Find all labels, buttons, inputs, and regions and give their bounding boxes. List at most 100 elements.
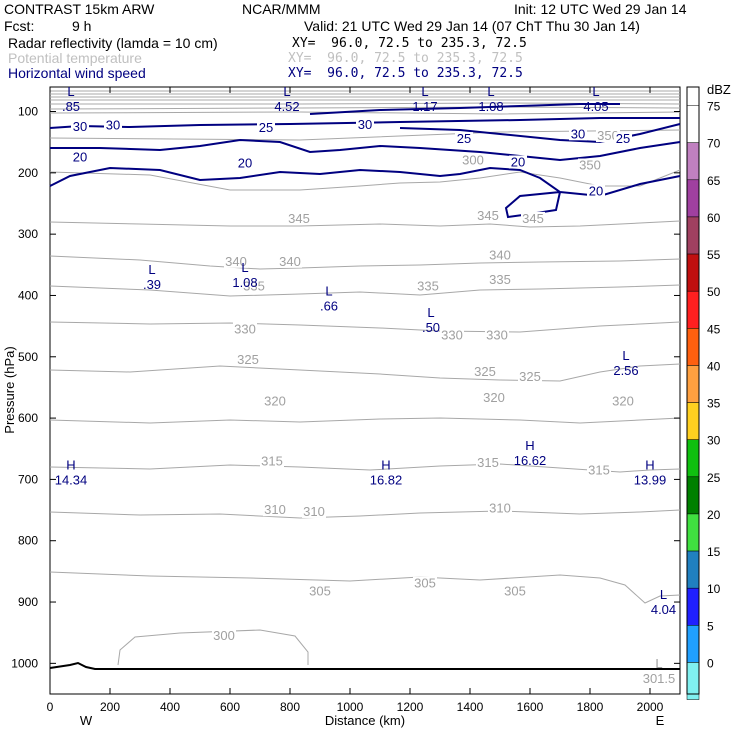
theta-contour-305 — [49, 571, 681, 604]
colorbar-swatch — [686, 290, 700, 329]
extremum-marker: H — [66, 458, 75, 473]
west-end-label: W — [80, 713, 93, 728]
wind-contour-25 — [50, 138, 681, 162]
wind-label-bg — [356, 118, 374, 132]
wind-label: 25 — [259, 120, 273, 135]
extremum-value: 2.56 — [613, 363, 638, 378]
theta-label-bg — [578, 158, 602, 172]
theta-label: 305 — [309, 584, 331, 599]
theta-label: 335 — [417, 278, 439, 293]
extremum-value: .66 — [320, 298, 338, 313]
wind-label-bg — [614, 132, 632, 146]
wind-label-bg — [455, 132, 473, 146]
theta-label: 350 — [597, 128, 619, 143]
theta-label-bg — [278, 254, 302, 268]
y-tick-label: 200 — [18, 166, 38, 180]
colorbar-level-label: 45 — [707, 322, 721, 336]
x-tick-label: 1600 — [517, 700, 544, 714]
theta-label: 340 — [489, 248, 511, 263]
theta-label-bg — [413, 576, 437, 590]
theta-label: 320 — [483, 390, 505, 405]
theta-label-bg — [476, 455, 500, 469]
extremum-marker: L — [592, 84, 599, 99]
x-tick-label: 1800 — [577, 700, 604, 714]
extremum-marker: L — [421, 84, 428, 99]
field-name-theta: Potential temperature — [8, 50, 142, 66]
extremum-value: 16.62 — [514, 453, 547, 468]
x-axis: 0 200 400 600 800 1000 1200 1400 1600 1800 2000 — [47, 87, 664, 714]
wind-contour-20 — [49, 166, 681, 219]
theta-label-bg — [485, 328, 509, 342]
y-tick-label: 1000 — [11, 656, 38, 670]
theta-label: 310 — [489, 500, 511, 515]
theta-label: 325 — [237, 352, 259, 367]
theta-label-bg — [416, 279, 440, 293]
theta-label: 310 — [303, 504, 325, 519]
theta-label-bg — [224, 254, 248, 268]
theta-label: 315 — [261, 454, 283, 469]
theta-label: 350 — [579, 158, 601, 173]
x-tick-label: 1400 — [457, 700, 484, 714]
wind-contour-30b — [309, 103, 620, 115]
theta-label: 315 — [588, 462, 610, 477]
theta-label: 325 — [474, 364, 496, 379]
theta-label: 300 — [462, 153, 484, 168]
valid-time: Valid: 21 UTC Wed 29 Jan 14 (07 ChT Thu … — [304, 18, 640, 34]
theta-label-bg — [461, 153, 485, 167]
theta-label: 320 — [264, 394, 286, 409]
theta-label: 335 — [489, 272, 511, 287]
theta-label-bg — [473, 365, 497, 379]
colorbar-swatch — [686, 625, 700, 663]
colorbar-level-label: 25 — [707, 471, 721, 485]
theta-contour-upper-7 — [49, 106, 681, 110]
field-name-reflectivity: Radar reflectivity (lamda = 10 cm) — [8, 35, 218, 51]
colorbar-level-label: 35 — [707, 397, 721, 411]
theta-label-bg — [233, 322, 257, 336]
colorbar-level-label: 5 — [707, 619, 714, 633]
x-tick-label: 1000 — [337, 700, 364, 714]
extremum-marker: L — [283, 84, 290, 99]
theta-label-bg — [488, 273, 512, 287]
theta-label: 330 — [486, 327, 508, 342]
wind-label: 30 — [73, 119, 87, 134]
theta-label-bg — [521, 211, 545, 225]
extremum-marker: L — [427, 305, 434, 320]
x-tick-label: 400 — [160, 700, 180, 714]
x-tick-label: 2000 — [637, 700, 664, 714]
theta-contour-310 — [49, 509, 681, 519]
colorbar-level-label: 40 — [707, 359, 721, 373]
wind-label-bg — [104, 118, 122, 132]
extremum-value: 1.17 — [412, 99, 437, 114]
colorbar-level-label: 15 — [707, 545, 721, 559]
y-axis-label: Pressure (hPa) — [2, 346, 17, 433]
colorbar-swatch — [686, 402, 700, 440]
theta-label-bg — [263, 503, 287, 517]
wind-label-bg — [257, 121, 275, 135]
colorbar-swatch — [686, 179, 700, 218]
theta-label: 310 — [264, 502, 286, 517]
theta-label-bg — [488, 501, 512, 515]
theta-contour-350 — [49, 169, 681, 191]
theta-label: 340 — [225, 254, 247, 269]
field-xy-reflectivity: XY= 96.0, 72.5 to 235.3, 72.5 — [292, 36, 527, 51]
colorbar-swatch — [686, 216, 700, 255]
theta-label: 345 — [477, 208, 499, 223]
wind-label-bg — [569, 127, 587, 141]
wind-label: 25 — [616, 131, 630, 146]
theta-label-bg — [587, 463, 611, 477]
extremum-value: .39 — [143, 277, 161, 292]
extremum-marker: H — [645, 458, 654, 473]
colorbar-swatch — [686, 105, 700, 143]
theta-label: 335 — [243, 278, 265, 293]
colorbar-swatch — [686, 550, 700, 589]
x-axis-label: Distance (km) — [325, 713, 405, 728]
theta-label-bg — [260, 454, 284, 468]
theta-contour-325 — [49, 363, 681, 382]
theta-label-bg — [476, 208, 500, 222]
extremum-value: 14.34 — [55, 473, 88, 488]
y-tick-label: 400 — [18, 288, 38, 302]
wind-label: 30 — [358, 117, 372, 132]
forecast-hour: 9 h — [72, 18, 92, 34]
wind-label: 20 — [589, 183, 603, 198]
